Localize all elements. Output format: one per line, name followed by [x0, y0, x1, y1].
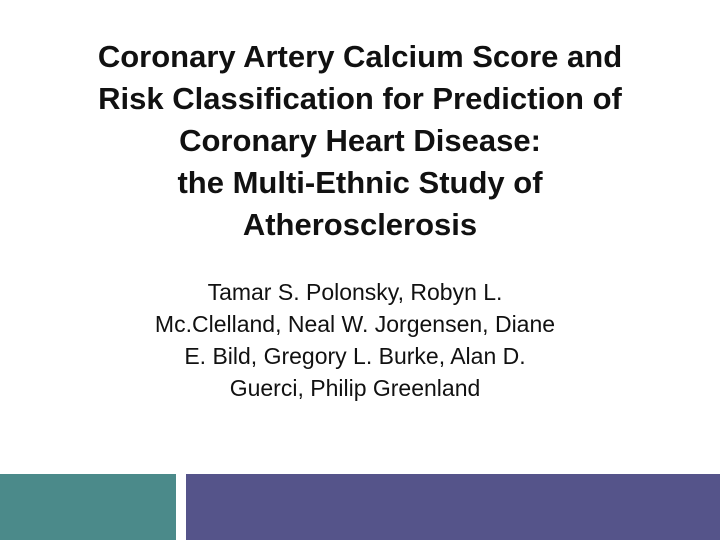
author-line: Tamar S. Polonsky, Robyn L.: [207, 279, 503, 305]
title-line: Atherosclerosis: [242, 207, 478, 242]
footer-accent-bar-indigo: [186, 474, 720, 540]
author-line: Guerci, Philip Greenland: [229, 375, 481, 401]
footer-accent-bar-teal: [0, 474, 176, 540]
title-line: Coronary Heart Disease:: [179, 123, 541, 158]
title-line: Risk Classification for Prediction of: [98, 81, 622, 116]
title-line: Coronary Artery Calcium Score and: [97, 39, 623, 74]
author-list: Tamar S. Polonsky, Robyn L. Mc.Clelland,…: [100, 276, 610, 404]
author-line: E. Bild, Gregory L. Burke, Alan D.: [184, 343, 526, 369]
title-line: the Multi-Ethnic Study of: [177, 165, 543, 200]
author-line: Mc.Clelland, Neal W. Jorgensen, Diane: [154, 311, 556, 337]
slide-title: Coronary Artery Calcium Score and Risk C…: [40, 36, 680, 246]
